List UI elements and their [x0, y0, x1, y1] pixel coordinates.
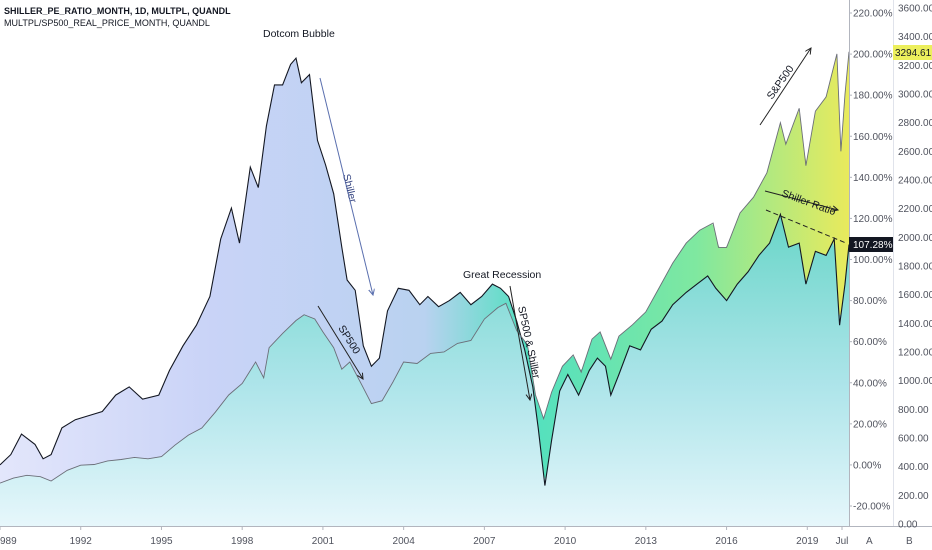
- annotation-shiller: Shiller: [340, 173, 359, 205]
- x-tick-label: 2016: [715, 536, 738, 547]
- arrow-sp500-fall: [317, 305, 363, 379]
- right-tick-label: 1400.00: [898, 319, 932, 330]
- time-axis[interactable]: 989 1992 1995 1998 2001 2004 2007 2010 2013 2016 2…: [0, 526, 848, 547]
- svg-text:B[interactable]: B: [906, 536, 913, 547]
- plot-area: [0, 51, 849, 526]
- left-tick-label: 160.00%: [853, 132, 893, 143]
- price-last-value: 3294.61: [895, 48, 932, 59]
- right-tick-label: 2800.00: [898, 118, 932, 129]
- series-line-shiller[interactable]: [0, 57, 849, 486]
- chart-legend: SHILLER_PE_RATIO_MONTH, 1D, MULTPL, QUAN…: [4, 5, 231, 29]
- x-tick-label: 2004: [393, 536, 416, 547]
- right-tick-label: 2000.00: [898, 233, 932, 244]
- x-tick-label: 2001: [312, 536, 335, 547]
- right-tick-label: 3400.00: [898, 32, 932, 43]
- right-tick-label: 800.00: [898, 405, 929, 416]
- shiller-last-value: 107.28%: [853, 240, 893, 251]
- left-tick-label: 200.00%: [853, 50, 893, 61]
- left-tick-label: 80.00%: [853, 296, 887, 307]
- annotation-dotcom-bubble: Dotcom Bubble: [263, 28, 335, 40]
- arrow-recession-fall: [509, 285, 530, 400]
- left-tick-label: -20.00%: [853, 502, 890, 513]
- log-scale-button[interactable]: B: [906, 536, 913, 547]
- series-line-sp500[interactable]: [0, 51, 849, 484]
- x-tick-label: 2007: [473, 536, 496, 547]
- right-tick-label: 1800.00: [898, 262, 932, 273]
- svg-text:A[interactable]: A: [866, 536, 873, 547]
- auto-scale-button[interactable]: A: [866, 536, 873, 547]
- left-tick-label: 20.00%: [853, 419, 887, 430]
- price-axis[interactable]: 3600.00 3400.00 3200.00 3000.00 2800.00 2600.…: [898, 4, 932, 531]
- right-tick-label: 3600.00: [898, 4, 932, 15]
- left-tick-label: 180.00%: [853, 91, 893, 102]
- right-tick-label: 3000.00: [898, 90, 932, 101]
- left-tick-label: 220.00%: [853, 9, 893, 20]
- x-tick-label: 1995: [150, 536, 173, 547]
- area-fill-between-series: [0, 51, 849, 484]
- shiller-ratio-dashed-trend: [765, 209, 847, 244]
- x-tick-label: 1992: [70, 536, 93, 547]
- x-tick-label: Jul: [836, 536, 849, 547]
- left-tick-label: 40.00%: [853, 378, 887, 389]
- left-tick-label: 0.00%: [853, 460, 881, 471]
- x-tick-label: 2010: [554, 536, 577, 547]
- right-tick-label: 1200.00: [898, 348, 932, 359]
- arrow-shiller-fall: [319, 77, 373, 295]
- x-tick-label: 989: [0, 536, 17, 547]
- legend-line-shiller: SHILLER_PE_RATIO_MONTH, 1D, MULTPL, QUAN…: [4, 6, 231, 16]
- x-tick-label: 2019: [796, 536, 819, 547]
- legend-line-sp500: MULTPL/SP500_REAL_PRICE_MONTH, QUANDL: [4, 18, 210, 28]
- left-tick-label: 100.00%: [853, 255, 893, 266]
- annotation-sp-up: S&P500: [765, 63, 797, 102]
- shiller-last-badge: 107.28%: [849, 237, 893, 252]
- area-fill-below-min: [0, 214, 849, 526]
- left-tick-label: 60.00%: [853, 337, 887, 348]
- x-tick-label: 1998: [231, 536, 254, 547]
- percent-axis[interactable]: 220.00% 200.00% 180.00% 160.00% 140.00% 120.0…: [849, 9, 893, 513]
- left-tick-label: 120.00%: [853, 214, 893, 225]
- right-tick-label: 3200.00: [898, 61, 932, 72]
- left-tick-label: 140.00%: [853, 173, 893, 184]
- arrow-shiller-ratio: [764, 190, 838, 210]
- right-tick-label: 0.00: [898, 520, 918, 531]
- annotation-great-recession: Great Recession: [463, 269, 541, 281]
- right-tick-label: 600.00: [898, 434, 929, 445]
- x-tick-label: 2013: [635, 536, 658, 547]
- price-last-badge: 3294.61: [893, 45, 932, 60]
- right-tick-label: 200.00: [898, 491, 929, 502]
- right-tick-label: 1000.00: [898, 376, 932, 387]
- right-tick-label: 1600.00: [898, 290, 932, 301]
- arrow-sp-up: [759, 48, 811, 126]
- right-tick-label: 2400.00: [898, 176, 932, 187]
- right-tick-label: 400.00: [898, 462, 929, 473]
- right-tick-label: 2600.00: [898, 147, 932, 158]
- right-tick-label: 2200.00: [898, 204, 932, 215]
